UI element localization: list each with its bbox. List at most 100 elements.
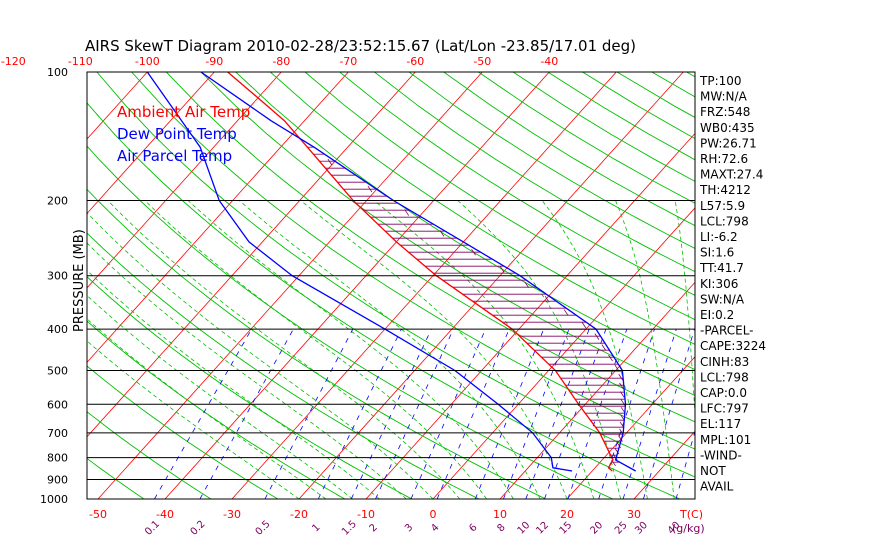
mixing-ratio-unit-label: (g/kg): [672, 522, 705, 535]
mixing-ratio-line: [317, 328, 402, 499]
y-axis-label: PRESSURE (MB): [72, 229, 87, 332]
cape-hatch-tick: [614, 447, 620, 455]
cape-hatch-tick: [619, 391, 625, 398]
pressure-tick-label: 400: [47, 323, 68, 336]
mixing-ratio-line: [199, 328, 294, 499]
mixing-ratio-tick-label: 0.5: [254, 519, 273, 538]
isotherm-line: [0, 72, 13, 499]
stat-line: MPL:101: [700, 433, 751, 447]
mixing-ratio-line: [544, 328, 607, 499]
stat-line: FRZ:548: [700, 105, 750, 119]
stat-line: TT:41.7: [699, 261, 744, 275]
pressure-tick-label: 300: [47, 270, 68, 283]
dry-adiabat-line: [200, 72, 695, 396]
isotherm-line: [87, 72, 215, 215]
dry-adiabat-line: [87, 188, 547, 499]
dry-adiabat-line: [87, 276, 413, 499]
pressure-tick-label: 1000: [40, 493, 68, 506]
mixing-ratio-line: [622, 328, 677, 499]
cape-hatch-tick: [614, 364, 620, 372]
cape-hatch-tick: [327, 158, 333, 166]
mixing-ratio-tick-label: 4: [429, 522, 441, 534]
mixing-ratio-tick-label: 10: [516, 520, 533, 537]
bottom-temp-tick-label: -50: [89, 508, 107, 521]
bottom-temp-tick-label: -20: [290, 508, 308, 521]
dry-adiabat-line: [756, 72, 870, 499]
mixing-ratio-tick-label: 20: [588, 520, 605, 537]
isotherm-line: [87, 72, 349, 363]
top-temp-tick-label: -40: [540, 55, 558, 68]
moist-adiabat-line: [615, 200, 675, 499]
dry-adiabat-line: [651, 72, 695, 98]
mixing-ratio-tick-label: 8: [496, 522, 508, 534]
mixing-ratio-tick-label: 25: [613, 520, 630, 537]
pressure-tick-label: 100: [47, 66, 68, 79]
mixing-ratio-line: [375, 328, 454, 499]
dry-adiabat-line: [87, 232, 480, 499]
isotherm-line: [164, 72, 550, 499]
dry-adiabat-line: [87, 411, 212, 499]
stat-line: CINH:83: [700, 355, 749, 369]
stat-line: PW:26.71: [700, 136, 757, 150]
stat-line: -WIND-: [700, 448, 742, 462]
isotherm-line: [566, 356, 695, 499]
mixing-ratio-tick-label: 12: [534, 520, 551, 537]
mixing-ratio-tick-label: 30: [633, 520, 650, 537]
mixing-ratio-tick-label: 6: [467, 522, 479, 534]
moist-adiabat-line: [541, 200, 648, 499]
stat-line: EL:117: [700, 417, 741, 431]
mixing-ratio-line: [410, 328, 486, 499]
moist-adiabat-line: [144, 200, 487, 499]
dry-adiabat-line: [443, 72, 695, 227]
cape-hatch-tick: [618, 373, 624, 381]
pressure-tick-label: 500: [47, 364, 68, 377]
top-temp-tick-label: -100: [135, 55, 160, 68]
bottom-temp-tick-label: 30: [627, 508, 641, 521]
mixing-ratio-line: [503, 328, 570, 499]
dry-adiabat-line: [339, 72, 695, 296]
stat-line: L57:5.9: [700, 199, 745, 213]
stat-line: TH:4212: [699, 183, 751, 197]
stat-line: EI:0.2: [700, 308, 734, 322]
dry-adiabat-line: [270, 72, 695, 345]
isotherm-line: [499, 281, 695, 499]
dry-adiabat-line: [408, 72, 695, 249]
dry-adiabat-line: [374, 72, 695, 273]
moist-adiabat-line: [457, 200, 621, 499]
stat-line: LI:-6.2: [700, 230, 738, 244]
bottom-temp-tick-label: 0: [430, 508, 437, 521]
stat-line: WB0:435: [700, 121, 755, 135]
legend-entry: Dew Point Temp: [117, 125, 237, 143]
mixing-ratio-tick-label: 0.1: [143, 519, 162, 538]
moist-adiabat-line: [87, 242, 407, 499]
isotherm-line: [0, 72, 80, 499]
cape-hatch-tick: [404, 209, 410, 216]
cape-hatch-tick: [367, 185, 373, 193]
stat-line: CAPE:3224: [700, 339, 766, 353]
stat-line: CAP:0.0: [700, 386, 747, 400]
dry-adiabat-line: [87, 365, 279, 499]
bottom-temp-tick-label: 10: [493, 508, 507, 521]
x-axis-unit-label: T(C): [679, 508, 703, 521]
chart-title: AIRS SkewT Diagram 2010-02-28/23:52:15.6…: [85, 37, 636, 55]
dry-adiabat-line: [235, 72, 695, 371]
mixing-ratio-line: [525, 328, 590, 499]
stat-line: RH:72.6: [700, 152, 748, 166]
moist-adiabat-line: [239, 200, 541, 499]
moist-adiabat-line: [87, 212, 434, 499]
pressure-tick-label: 800: [47, 452, 68, 465]
dry-adiabat-line: [96, 72, 695, 478]
isotherm-line: [365, 132, 695, 499]
bottom-temp-tick-label: -40: [156, 508, 174, 521]
top-temp-tick-label: -60: [406, 55, 424, 68]
dry-adiabat-line: [860, 72, 870, 499]
cape-hatch-tick: [544, 295, 550, 303]
cape-hatch-tick: [612, 453, 618, 461]
bottom-temp-tick-label: -30: [223, 508, 241, 521]
cape-hatch-tick: [471, 248, 476, 256]
cape-hatch-tick: [439, 230, 445, 237]
isotherm-line: [231, 72, 617, 499]
bottom-temp-tick-label: 20: [560, 508, 574, 521]
profile-line: [227, 72, 614, 472]
stat-line: MW:N/A: [700, 90, 748, 104]
